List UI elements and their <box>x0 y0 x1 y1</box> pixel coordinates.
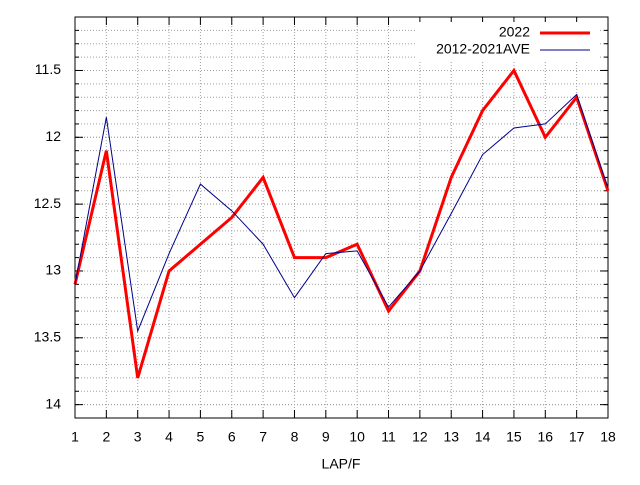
legend-label: 2012-2021AVE <box>436 41 530 57</box>
x-tick-label: 2 <box>102 429 110 445</box>
x-tick-label: 4 <box>165 429 173 445</box>
x-tick-label: 18 <box>600 429 616 445</box>
x-axis-label: LAP/F <box>322 456 361 472</box>
x-tick-label: 3 <box>134 429 142 445</box>
x-tick-label: 17 <box>569 429 585 445</box>
x-tick-label: 14 <box>475 429 491 445</box>
legend-label: 2022 <box>499 24 530 40</box>
x-tick-label: 7 <box>259 429 267 445</box>
x-tick-label: 1 <box>71 429 79 445</box>
x-tick-label: 12 <box>412 429 428 445</box>
y-tick-label: 11.5 <box>35 61 61 77</box>
y-tick-label: 13.5 <box>34 329 61 345</box>
y-tick-label: 12 <box>45 128 61 144</box>
y-tick-label: 14 <box>45 395 61 411</box>
x-tick-label: 15 <box>506 429 522 445</box>
series-line <box>74 93 609 334</box>
legend-box <box>415 22 600 60</box>
series-line <box>73 67 610 379</box>
x-tick-label: 9 <box>322 429 330 445</box>
x-tick-label: 5 <box>197 429 205 445</box>
x-tick-label: 11 <box>381 429 396 445</box>
x-tick-label: 6 <box>228 429 236 445</box>
x-tick-label: 16 <box>538 429 554 445</box>
x-tick-label: 8 <box>291 429 299 445</box>
plot-frame <box>74 16 609 419</box>
x-tick-label: 13 <box>443 429 459 445</box>
x-tick-label: 10 <box>349 429 365 445</box>
y-tick-label: 13 <box>45 262 61 278</box>
y-tick-label: 12.5 <box>34 195 61 211</box>
